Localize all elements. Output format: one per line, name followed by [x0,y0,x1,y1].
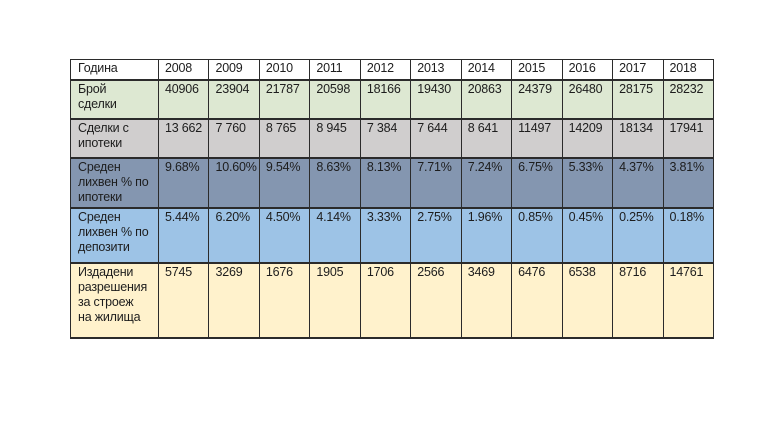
row-label-cell: Издадени разрешения за строеж на жилища [70,262,159,339]
value-cell: 0.85% [511,207,563,264]
value-cell: 4.37% [612,157,664,209]
value-cell: 8716 [612,262,664,339]
value-cell: 3.81% [662,157,715,209]
table-row: Брой сделки 40906 23904 21787 20598 18166 1943… [70,79,715,120]
table-row: Среден лихвен % по депозити 5.44% 6.20% 4.5… [70,207,715,264]
value-cell: 26480 [561,79,614,120]
value-cell: 1676 [258,262,311,339]
year-header-cell: 2014 [460,59,513,81]
value-cell: 4.14% [309,207,361,264]
value-cell: 3269 [208,262,260,339]
value-cell: 0.18% [662,207,715,264]
year-header-cell: 2016 [561,59,614,81]
value-cell: 19430 [410,79,462,120]
value-cell: 6.20% [208,207,260,264]
value-cell: 2.75% [410,207,462,264]
value-cell: 8 765 [258,118,311,159]
year-header-cell: 2009 [208,59,260,81]
value-cell: 14209 [561,118,614,159]
value-cell: 17941 [662,118,715,159]
value-cell: 11497 [511,118,563,159]
value-cell: 7.71% [410,157,462,209]
value-cell: 8.13% [359,157,412,209]
value-cell: 24379 [511,79,563,120]
value-cell: 1.96% [460,207,513,264]
row-label-cell: Среден лихвен % по депозити [70,207,159,264]
value-cell: 20598 [309,79,361,120]
value-cell: 40906 [157,79,210,120]
value-cell: 1905 [309,262,361,339]
value-cell: 20863 [460,79,513,120]
value-cell: 7 760 [208,118,260,159]
year-header-cell: 2015 [511,59,563,81]
statistics-table: Година 2008 2009 2010 2011 2012 2013 2014 2015 20… [70,59,715,339]
value-cell: 3.33% [359,207,412,264]
header-row: Година 2008 2009 2010 2011 2012 2013 2014 2015 20… [70,59,715,81]
year-header-cell: 2018 [662,59,715,81]
value-cell: 8 641 [460,118,513,159]
value-cell: 5.44% [157,207,210,264]
row-label-cell: Сделки с ипотеки [70,118,159,159]
year-header-cell: 2011 [309,59,361,81]
row-label-cell: Брой сделки [70,79,159,120]
year-header-cell: 2008 [157,59,210,81]
value-cell: 13 662 [157,118,210,159]
value-cell: 0.45% [561,207,614,264]
value-cell: 28175 [612,79,664,120]
value-cell: 14761 [662,262,715,339]
value-cell: 7 644 [410,118,462,159]
value-cell: 18166 [359,79,412,120]
year-header-cell: 2012 [359,59,412,81]
value-cell: 9.68% [157,157,210,209]
year-header-cell: 2013 [410,59,462,81]
value-cell: 28232 [662,79,715,120]
table-row: Издадени разрешения за строеж на жилища 5… [70,262,715,339]
value-cell: 1706 [359,262,412,339]
value-cell: 8.63% [309,157,361,209]
corner-header-cell: Година [70,59,159,81]
value-cell: 6.75% [511,157,563,209]
value-cell: 2566 [410,262,462,339]
value-cell: 0.25% [612,207,664,264]
table-row: Сделки с ипотеки 13 662 7 760 8 765 8 945 7 3… [70,118,715,159]
value-cell: 5.33% [561,157,614,209]
value-cell: 7.24% [460,157,513,209]
value-cell: 3469 [460,262,513,339]
value-cell: 6476 [511,262,563,339]
value-cell: 6538 [561,262,614,339]
value-cell: 7 384 [359,118,412,159]
value-cell: 18134 [612,118,664,159]
value-cell: 9.54% [258,157,311,209]
value-cell: 10.60% [208,157,260,209]
table-row: Среден лихвен % по ипотеки 9.68% 10.60% 9.5… [70,157,715,209]
value-cell: 23904 [208,79,260,120]
row-label-cell: Среден лихвен % по ипотеки [70,157,159,209]
year-header-cell: 2017 [612,59,664,81]
year-header-cell: 2010 [258,59,311,81]
value-cell: 4.50% [258,207,311,264]
value-cell: 8 945 [309,118,361,159]
value-cell: 21787 [258,79,311,120]
value-cell: 5745 [157,262,210,339]
